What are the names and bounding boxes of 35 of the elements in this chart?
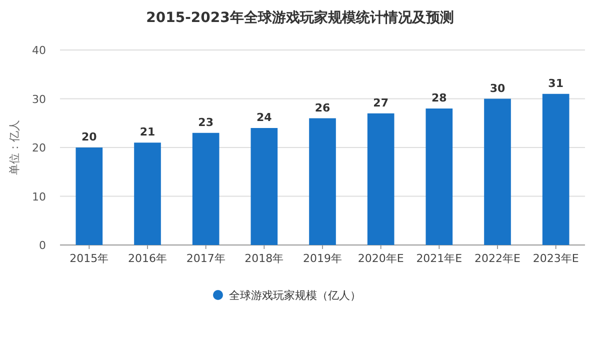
- x-tick-label: 2019年: [303, 252, 342, 265]
- x-tick-label: 2023年E: [532, 252, 579, 265]
- x-tick-label: 2020年E: [358, 252, 404, 265]
- y-axis-title: 单位：亿人: [8, 120, 21, 175]
- bar: [484, 98, 511, 245]
- bar: [309, 118, 336, 245]
- x-tick-label: 2016年: [128, 252, 167, 265]
- data-label: 23: [198, 116, 214, 129]
- x-tick-label: 2021年E: [416, 252, 462, 265]
- x-tick-label: 2017年: [186, 252, 226, 265]
- bar: [367, 113, 394, 245]
- bar: [192, 132, 220, 245]
- x-tick-label: 2018年: [244, 252, 284, 265]
- chart-title: 2015-2023年全球游戏玩家规模统计情况及预测: [146, 9, 454, 26]
- bar: [542, 94, 570, 245]
- data-label: 26: [314, 101, 330, 114]
- bar: [426, 108, 453, 245]
- bar: [250, 128, 278, 245]
- data-label: 21: [140, 126, 156, 139]
- y-tick-label: 40: [32, 44, 46, 57]
- y-tick-label: 30: [32, 92, 46, 106]
- y-tick-label: 20: [32, 142, 46, 154]
- data-label: 27: [373, 96, 388, 110]
- x-tick-label: 2022年E: [474, 252, 521, 265]
- y-tick-label: 0: [39, 239, 46, 252]
- legend-label: 全球游戏玩家规模（亿人）: [229, 289, 361, 302]
- x-tick-label: 2015年: [70, 252, 109, 265]
- data-label: 20: [82, 130, 98, 144]
- data-label: 24: [256, 111, 272, 124]
- y-tick-label: 10: [32, 190, 46, 204]
- bar: [76, 148, 103, 245]
- data-label: 31: [548, 76, 564, 90]
- bar: [134, 142, 161, 245]
- data-label: 28: [432, 92, 447, 104]
- data-label: 30: [490, 82, 506, 95]
